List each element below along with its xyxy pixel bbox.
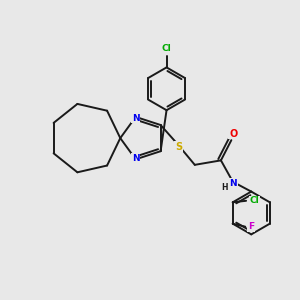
Text: N: N — [132, 114, 140, 123]
Text: S: S — [175, 142, 182, 152]
Text: F: F — [248, 222, 254, 231]
Text: N: N — [230, 179, 237, 188]
Text: Cl: Cl — [162, 44, 171, 52]
Text: Cl: Cl — [250, 196, 259, 205]
Text: N: N — [132, 154, 140, 163]
Text: H: H — [221, 183, 228, 192]
Text: O: O — [229, 129, 237, 139]
